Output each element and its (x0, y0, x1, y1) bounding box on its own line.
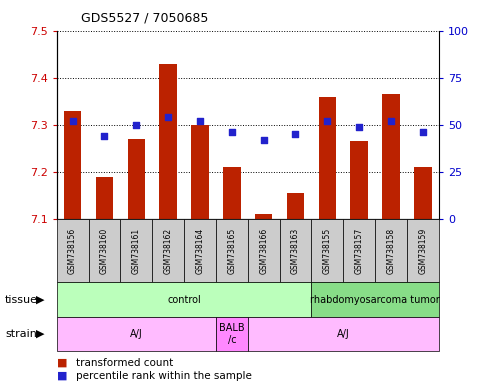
Bar (247, 317, 439, 351)
Text: GSM738159: GSM738159 (419, 227, 427, 274)
Text: ■: ■ (57, 371, 67, 381)
Point (323, 118, 331, 124)
Bar (312, 219, 343, 282)
Bar (64, 111, 81, 219)
Text: GSM738160: GSM738160 (100, 227, 109, 274)
Point (196, 118, 204, 124)
Point (291, 131, 299, 137)
Text: ▶: ▶ (35, 295, 44, 305)
Text: GSM738163: GSM738163 (291, 227, 300, 274)
Text: GSM738157: GSM738157 (354, 227, 364, 274)
Bar (318, 96, 336, 219)
Point (387, 118, 395, 124)
Bar (247, 219, 280, 282)
Text: GSM738165: GSM738165 (227, 227, 236, 274)
Text: tissue: tissue (5, 295, 38, 305)
Bar (120, 219, 152, 282)
Point (355, 124, 363, 130)
Text: ▶: ▶ (35, 329, 44, 339)
Bar (57, 317, 216, 351)
Text: GDS5527 / 7050685: GDS5527 / 7050685 (81, 12, 209, 25)
Text: control: control (167, 295, 201, 305)
Bar (287, 193, 304, 219)
Bar (351, 141, 368, 219)
Point (419, 129, 427, 136)
Text: GSM738162: GSM738162 (164, 227, 173, 274)
Text: GSM738158: GSM738158 (387, 227, 395, 274)
Bar (57, 282, 312, 317)
Text: rhabdomyosarcoma tumor: rhabdomyosarcoma tumor (310, 295, 440, 305)
Bar (152, 219, 184, 282)
Bar (343, 219, 375, 282)
Text: BALB
/c: BALB /c (219, 323, 245, 345)
Text: percentile rank within the sample: percentile rank within the sample (76, 371, 252, 381)
Bar (89, 219, 120, 282)
Text: GSM738166: GSM738166 (259, 227, 268, 274)
Point (101, 133, 108, 139)
Text: GSM738161: GSM738161 (132, 227, 141, 274)
Bar (375, 219, 407, 282)
Text: ■: ■ (57, 358, 67, 368)
Point (164, 114, 172, 120)
Point (69, 118, 76, 124)
Bar (255, 214, 273, 219)
Bar (382, 94, 400, 219)
Bar (159, 64, 177, 219)
Text: GSM738156: GSM738156 (68, 227, 77, 274)
Bar (312, 282, 439, 317)
Text: strain: strain (5, 329, 37, 339)
Text: A/J: A/J (130, 329, 142, 339)
Bar (57, 219, 89, 282)
Point (260, 137, 268, 143)
Point (228, 129, 236, 136)
Text: GSM738155: GSM738155 (323, 227, 332, 274)
Text: GSM738164: GSM738164 (195, 227, 205, 274)
Bar (96, 177, 113, 219)
Text: transformed count: transformed count (76, 358, 174, 368)
Bar (223, 167, 241, 219)
Bar (407, 219, 439, 282)
Bar (184, 219, 216, 282)
Bar (414, 167, 431, 219)
Bar (216, 317, 247, 351)
Bar (280, 219, 312, 282)
Bar (191, 125, 209, 219)
Bar (216, 219, 247, 282)
Bar (128, 139, 145, 219)
Point (132, 122, 140, 128)
Text: A/J: A/J (337, 329, 350, 339)
